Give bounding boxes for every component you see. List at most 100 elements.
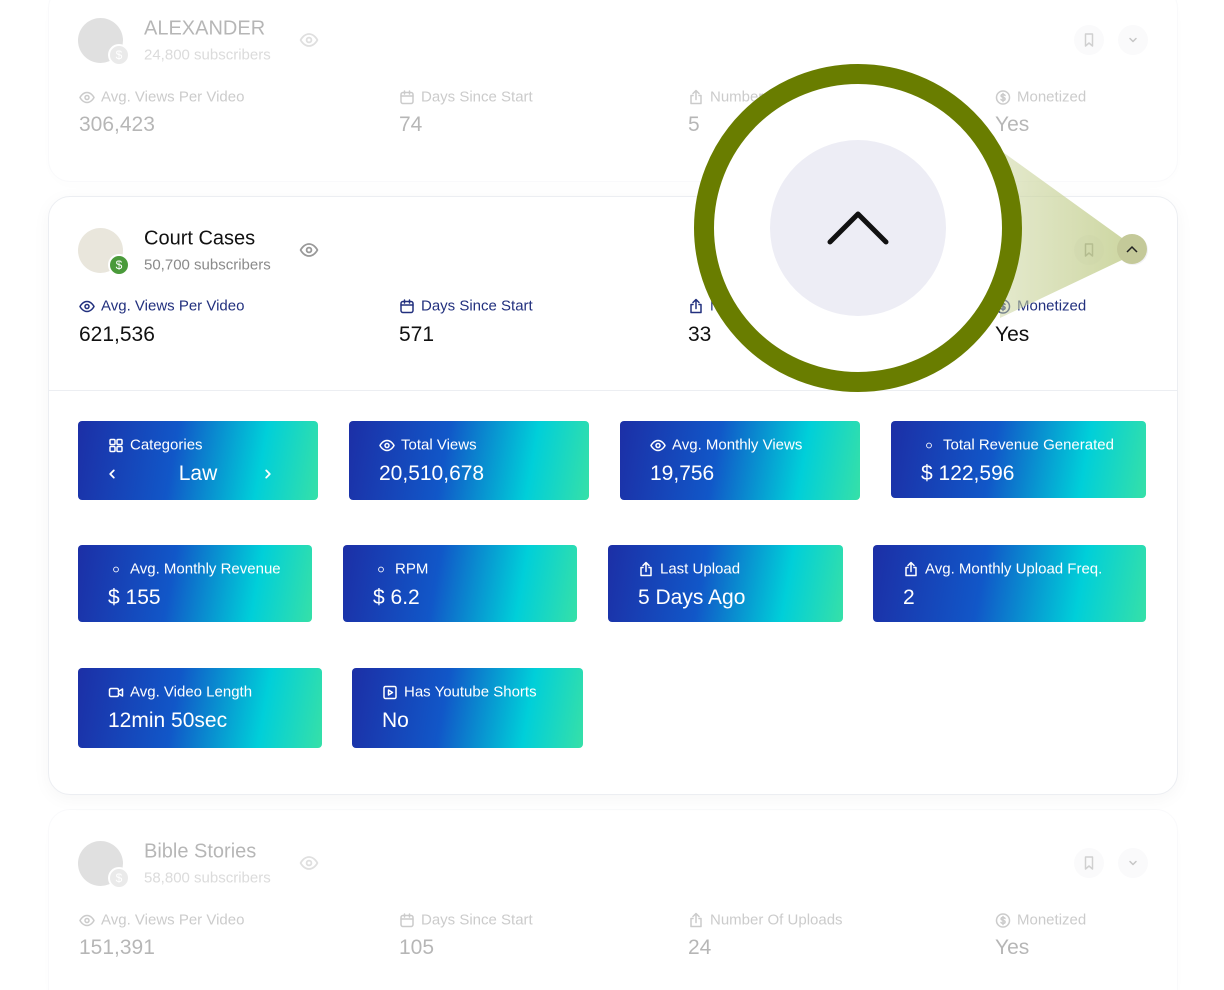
detail-tile: Total Revenue Generated $ 122,596 [891, 421, 1146, 498]
icon-part [690, 912, 702, 927]
icon [995, 912, 1011, 928]
icon-part [400, 914, 414, 927]
icon-part [109, 469, 115, 479]
channel-card: $ Bible Stories 58,800 subscribers Avg. Vie… [48, 809, 1178, 990]
icon-eye [79, 91, 95, 103]
icon [299, 853, 319, 872]
stat-value: 306,423 [79, 113, 155, 136]
stat-value: 33 [688, 323, 712, 346]
detail-value: 5 Days Ago [638, 586, 746, 609]
icon [79, 912, 95, 928]
icon-dot [926, 442, 932, 448]
detail-label-text: Last Upload [660, 560, 741, 578]
icon-part [305, 246, 313, 254]
icon-part [1000, 92, 1006, 102]
icon [299, 240, 319, 259]
icon-vid [108, 687, 124, 697]
icon-cal [400, 912, 414, 927]
icon-book [1084, 856, 1094, 870]
stat-label: Avg. Views Per Video [79, 912, 244, 929]
detail-label-text: Avg. Monthly Views [672, 436, 803, 454]
detail-label-text: Avg. Monthly Upload Freq. [925, 560, 1103, 578]
icon-grid [109, 438, 123, 452]
icon-part [109, 438, 116, 445]
icon-part [84, 917, 90, 923]
detail-label-text: Avg. Monthly Revenue [130, 560, 281, 578]
bookmark-button[interactable] [1074, 848, 1104, 878]
icon-part [305, 36, 313, 44]
detail-label: Last Upload [638, 561, 740, 578]
icon [1125, 32, 1141, 48]
detail-tile: Last Upload 5 Days Ago [608, 545, 843, 622]
avatar: $ [78, 841, 130, 889]
prev-category[interactable] [102, 464, 121, 483]
icon-cal [400, 298, 414, 313]
stat-value: 621,536 [79, 323, 155, 346]
stat-value: Yes [995, 936, 1030, 959]
icon-part [378, 566, 384, 572]
detail-label: Avg. Video Length [108, 684, 252, 701]
icon [1081, 242, 1097, 258]
bookmark-button[interactable] [1074, 25, 1104, 55]
stat-label-text: Days Since Start [421, 911, 533, 929]
detail-label: Avg. Monthly Upload Freq. [903, 561, 1102, 578]
channel-name: Court Cases [144, 227, 256, 250]
detail-label-text: Categories [130, 436, 203, 454]
monetized-badge: $ [108, 254, 130, 276]
icon [638, 561, 654, 577]
detail-tile: Categories Law [78, 421, 318, 500]
stat-label: Monetized [995, 89, 1086, 106]
icon-usd [995, 298, 1011, 314]
icon-usd [995, 912, 1011, 928]
icon [299, 30, 319, 49]
stat-value: 571 [399, 323, 435, 346]
detail-label: Total Revenue Generated [921, 437, 1114, 454]
icon-part [650, 439, 666, 451]
bookmark-button[interactable] [1074, 235, 1104, 265]
detail-label: Total Views [379, 437, 477, 454]
detail-tile: RPM $ 6.2 [343, 545, 577, 622]
icon-part [926, 442, 932, 448]
icon-part [387, 688, 394, 696]
icon-part [116, 445, 123, 452]
icon-part [79, 91, 95, 103]
icon-part [1129, 37, 1137, 43]
icon-up [640, 561, 652, 576]
icon-part [109, 445, 116, 452]
stat-label-text: Monetized [1017, 297, 1087, 315]
icon-part [1000, 301, 1006, 311]
stat-value: 105 [399, 936, 435, 959]
stat-value: 24 [688, 936, 712, 959]
icon-up [905, 561, 917, 576]
icon [995, 89, 1011, 105]
icon-part [299, 243, 319, 257]
icon-part [995, 912, 1011, 928]
detail-tile: Total Views 20,510,678 [349, 421, 589, 500]
icon-part [1084, 243, 1094, 257]
icon [382, 684, 398, 700]
stat-label: Monetized [995, 298, 1086, 315]
stat-label-text: Monetized [1017, 88, 1087, 106]
icon-part [655, 442, 661, 448]
icon-eye [299, 856, 319, 870]
icon-part [116, 438, 123, 445]
expand-button[interactable] [1118, 235, 1148, 265]
detail-label: Has Youtube Shorts [382, 684, 537, 701]
expand-button[interactable] [1118, 848, 1148, 878]
stat-label: Number Of Uploads [688, 912, 843, 929]
icon [1081, 32, 1097, 48]
stat-label-text: Avg. Views Per Video [101, 88, 245, 106]
icon-part [400, 912, 414, 920]
detail-label: Avg. Monthly Revenue [108, 561, 281, 578]
detail-label-text: RPM [395, 560, 429, 578]
icon-eye [79, 300, 95, 312]
next-category[interactable] [258, 464, 277, 483]
icon [111, 564, 121, 574]
expand-button[interactable] [1118, 25, 1148, 55]
icon-down [265, 469, 271, 479]
icon-part [113, 566, 119, 572]
icon-up [690, 89, 702, 104]
icon-part [1084, 33, 1094, 47]
icon-part [400, 298, 414, 306]
monetized-badge: $ [108, 44, 130, 66]
